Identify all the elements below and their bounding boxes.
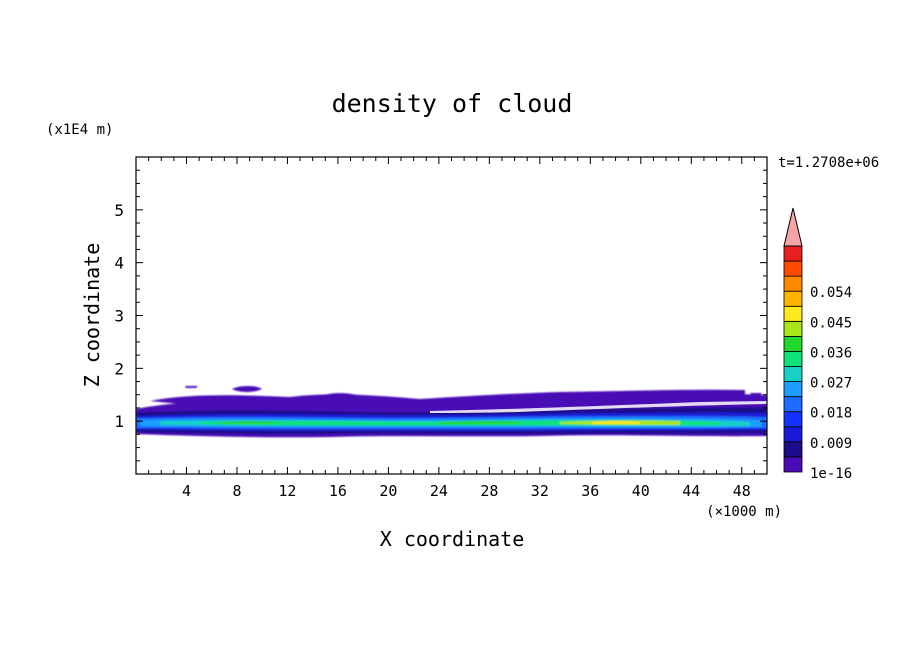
x-tick-label: 36 <box>581 482 599 500</box>
contour-level-10 <box>592 421 640 424</box>
colorbar-swatch <box>783 456 803 473</box>
y-unit-label: (x1E4 m) <box>46 122 113 138</box>
contour-wisp-4 <box>185 386 198 388</box>
colorbar-swatch <box>783 245 803 262</box>
colorbar-swatch <box>783 441 803 458</box>
x-tick-label: 48 <box>733 482 751 500</box>
colorbar-label: 0.045 <box>810 315 852 331</box>
y-axis: 1 2 3 4 5 <box>114 156 767 475</box>
contour-wisp-2 <box>320 393 362 400</box>
x-tick-label: 4 <box>182 482 191 500</box>
colorbar-label: 1e-16 <box>810 466 852 482</box>
colorbar-swatch <box>783 366 803 382</box>
colorbar-label: 0.018 <box>810 406 852 422</box>
y-tick-label: 3 <box>114 307 124 326</box>
colorbar-label: 0.009 <box>810 436 852 452</box>
density-field <box>136 386 767 438</box>
colorbar: 1e-16 0.009 0.018 0.027 0.036 0.045 0.054 <box>783 207 852 482</box>
y-tick-label: 2 <box>114 359 124 378</box>
y-tick-label: 4 <box>114 254 124 273</box>
colorbar-swatch <box>783 290 803 307</box>
colorbar-swatch <box>783 305 803 322</box>
x-tick-label: 28 <box>480 482 498 500</box>
x-tick-label: 8 <box>232 482 241 500</box>
colorbar-label: 0.054 <box>810 285 852 301</box>
colorbar-label: 0.027 <box>810 376 852 392</box>
x-tick-label: 12 <box>278 482 296 500</box>
x-unit-label: (×1000 m) <box>706 504 782 520</box>
colorbar-swatch <box>783 381 803 398</box>
x-tick-label: 16 <box>329 482 347 500</box>
contour-wisp-3 <box>232 386 262 392</box>
x-axis-label: X coordinate <box>380 527 525 551</box>
x-axis: 4 8 12 16 20 24 28 32 36 40 44 48 <box>135 157 768 500</box>
x-tick-label: 32 <box>531 482 549 500</box>
contour-wisp-5 <box>750 393 762 396</box>
colorbar-label: 0.036 <box>810 345 852 361</box>
chart-title: density of cloud <box>332 89 573 118</box>
time-label: t=1.2708e+06 <box>778 155 879 171</box>
colorbar-swatch <box>783 335 803 352</box>
contour-level-green-left <box>220 421 275 424</box>
x-tick-label: 44 <box>682 482 700 500</box>
y-axis-label: Z coordinate <box>80 243 104 388</box>
colorbar-swatch <box>783 396 803 413</box>
colorbar-swatch <box>783 260 803 277</box>
gap-streak <box>430 401 767 413</box>
x-tick-label: 20 <box>379 482 397 500</box>
colorbar-swatch <box>783 275 803 292</box>
colorbar-swatch <box>783 320 803 337</box>
colorbar-swatch <box>783 351 803 367</box>
colorbar-swatch <box>783 426 803 443</box>
contour-level-8 <box>440 421 520 424</box>
y-tick-label: 5 <box>114 201 124 220</box>
x-tick-label: 24 <box>430 482 448 500</box>
x-tick-label: 40 <box>632 482 650 500</box>
colorbar-swatch <box>783 411 803 428</box>
colorbar-extend-arrow <box>783 207 803 247</box>
y-tick-label: 1 <box>114 412 124 431</box>
contour-wisp-1 <box>150 389 745 407</box>
